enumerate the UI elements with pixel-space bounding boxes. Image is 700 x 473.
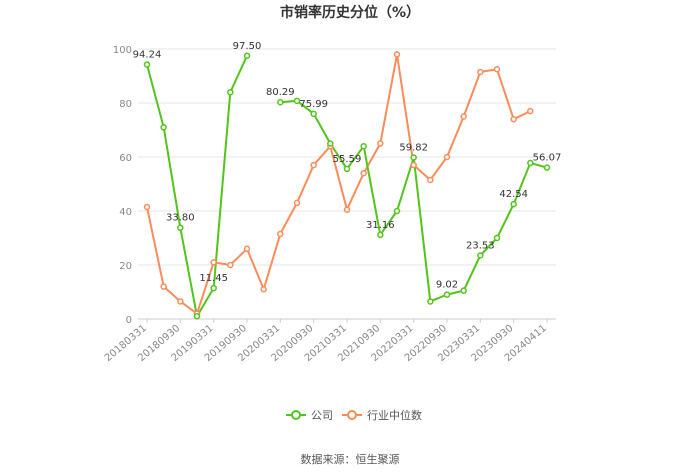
data-point-s1-14[interactable] — [377, 140, 384, 147]
data-point-s1-19[interactable] — [460, 113, 467, 120]
data-point-s0-22[interactable] — [510, 200, 517, 208]
y-tick-label-3: 60 — [119, 153, 132, 164]
data-point-s1-6[interactable] — [243, 245, 251, 253]
legend[interactable]: 公司 行业中位数 — [286, 408, 422, 422]
data-label-1: 33.80 — [166, 213, 195, 224]
data-point-s0-11[interactable] — [327, 140, 334, 147]
data-label-12: 56.07 — [533, 153, 562, 164]
data-point-s1-15[interactable] — [393, 51, 401, 58]
data-label-2: 11.45 — [199, 273, 228, 284]
data-point-s0-8[interactable] — [277, 98, 284, 106]
data-label-8: 59.82 — [399, 142, 428, 153]
data-point-s0-12[interactable] — [343, 165, 351, 173]
data-point-s1-12[interactable] — [343, 206, 351, 213]
data-point-s1-7[interactable] — [260, 286, 267, 293]
data-point-s0-24[interactable] — [543, 164, 551, 171]
data-point-s0-5[interactable] — [227, 88, 234, 96]
data-point-s0-2[interactable] — [177, 224, 184, 231]
series-line-1 — [146, 54, 531, 316]
data-point-s1-9[interactable] — [293, 199, 301, 207]
data-point-s0-10[interactable] — [310, 110, 317, 118]
data-point-s0-20[interactable] — [477, 252, 484, 259]
data-label-9: 9.02 — [436, 280, 458, 291]
y-tick-label-4: 80 — [119, 99, 132, 110]
data-point-s1-0[interactable] — [143, 203, 151, 211]
chart-title: 市销率历史分位（%） — [280, 4, 420, 21]
data-label-3: 97.50 — [233, 41, 262, 52]
data-point-s0-13[interactable] — [360, 142, 367, 150]
data-label-7: 31.16 — [366, 220, 395, 231]
data-point-s1-18[interactable] — [443, 153, 451, 161]
data-label-6: 55.59 — [333, 154, 362, 165]
data-point-s0-0[interactable] — [143, 61, 151, 68]
data-label-0: 94.24 — [133, 50, 162, 61]
data-point-s0-3[interactable] — [193, 313, 201, 320]
data-point-s0-15[interactable] — [393, 207, 401, 215]
data-point-s0-19[interactable] — [460, 287, 467, 294]
data-label-10: 23.53 — [466, 240, 495, 251]
data-point-s0-18[interactable] — [443, 291, 451, 298]
data-point-s1-10[interactable] — [310, 161, 317, 169]
data-labels: 94.24 33.80 11.45 97.50 80.29 75.99 55.59 31.16… — [133, 41, 562, 291]
data-point-s1-16[interactable] — [410, 161, 417, 169]
data-point-s1-13[interactable] — [360, 169, 367, 177]
y-tick-label-0: 0 — [126, 315, 132, 326]
y-axis: 0 20 40 60 80 100 — [113, 45, 132, 326]
y-tick-label-5: 100 — [113, 45, 132, 56]
legend-item-company[interactable]: 公司 — [286, 409, 333, 422]
data-point-s0-21[interactable] — [493, 234, 501, 242]
data-label-11: 42.54 — [499, 189, 528, 200]
x-axis: 2018033120180930201903312019093020200331… — [103, 318, 556, 364]
data-point-s1-22[interactable] — [510, 115, 517, 123]
data-point-s0-14[interactable] — [377, 231, 384, 239]
y-tick-label-2: 40 — [119, 207, 132, 218]
data-label-5: 75.99 — [299, 99, 328, 110]
data-point-s1-4[interactable] — [210, 259, 217, 266]
data-point-s0-9[interactable] — [293, 97, 301, 105]
data-point-s1-1[interactable] — [160, 283, 167, 290]
data-point-s1-21[interactable] — [493, 66, 501, 73]
source-note: 数据来源：恒生聚源 — [301, 452, 400, 466]
y-tick-label-1: 20 — [119, 261, 132, 272]
legend-item-industry[interactable]: 行业中位数 — [342, 408, 422, 422]
series-points — [143, 51, 551, 320]
data-point-s0-4[interactable] — [210, 284, 217, 292]
data-point-s0-17[interactable] — [427, 298, 434, 305]
data-point-s1-17[interactable] — [427, 176, 434, 184]
data-point-s0-1[interactable] — [160, 124, 167, 131]
data-point-s1-2[interactable] — [177, 298, 184, 305]
data-point-s1-20[interactable] — [477, 68, 484, 76]
data-point-s0-23[interactable] — [527, 159, 534, 167]
data-point-s1-23[interactable] — [527, 107, 534, 115]
legend-label-company: 公司 — [311, 409, 333, 422]
data-point-s0-6[interactable] — [243, 52, 251, 59]
data-point-s1-8[interactable] — [277, 230, 284, 238]
legend-label-industry: 行业中位数 — [367, 408, 422, 422]
data-point-s0-16[interactable] — [410, 154, 417, 161]
data-point-s1-5[interactable] — [227, 261, 234, 269]
data-label-4: 80.29 — [266, 87, 295, 98]
